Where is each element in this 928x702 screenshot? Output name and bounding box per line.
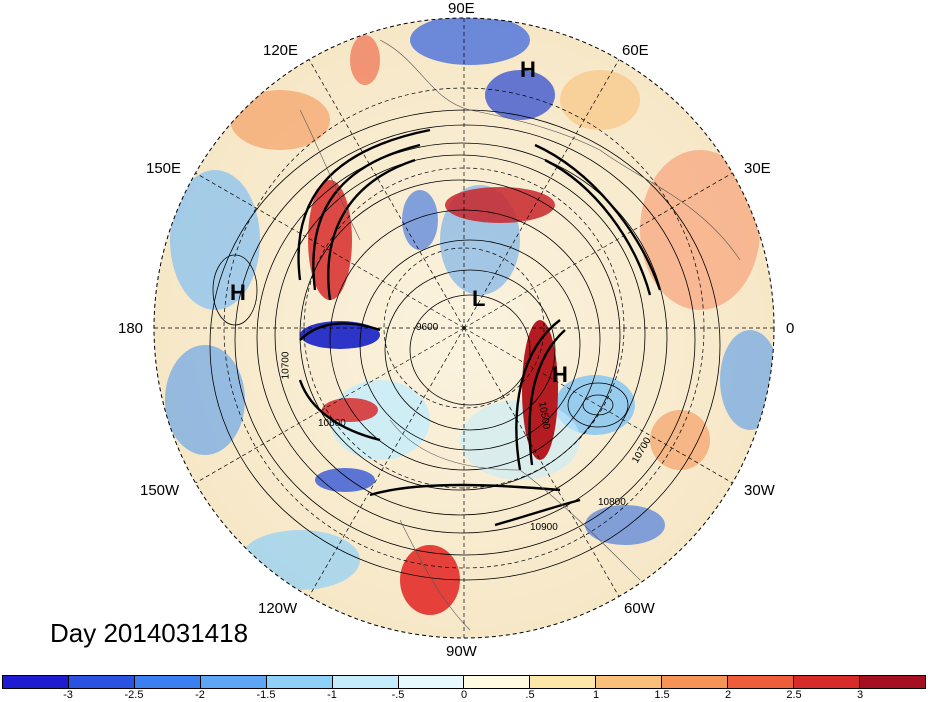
lon-label-60e: 60E — [622, 42, 649, 59]
colorbar-tick-label: 0 — [460, 689, 468, 701]
contour-label: 10900 — [530, 522, 558, 533]
high-pressure-center: H — [520, 57, 536, 82]
lon-label-120e: 120E — [263, 42, 299, 59]
lon-label-90w: 90W — [446, 643, 477, 660]
colorbar-cell — [794, 676, 860, 688]
anomaly-field — [154, 18, 774, 638]
contour-label: 10600 — [318, 418, 346, 429]
lon-label-30e: 30E — [744, 160, 771, 177]
colorbar-tick-label: -2 — [195, 689, 205, 701]
height-contours — [209, 109, 721, 581]
colorbar-cell — [68, 676, 135, 688]
colorbar-cell — [728, 676, 795, 688]
colorbar-tick-label: 1.5 — [654, 689, 670, 701]
colorbar-cell — [398, 676, 465, 688]
colorbar-cell — [200, 676, 267, 688]
colorbar-tick-label: -2.5 — [124, 689, 144, 701]
coastlines — [299, 39, 741, 631]
colorbar-cell — [464, 676, 531, 688]
lon-label-150e: 150E — [146, 160, 182, 177]
high-pressure-center: H — [552, 362, 568, 387]
lon-label-120w: 120W — [258, 600, 298, 617]
colorbar-cell — [134, 676, 201, 688]
lon-label-30w: 30W — [744, 482, 775, 499]
jet-contours — [297, 128, 662, 527]
colorbar-cell — [530, 676, 597, 688]
colorbar-cell — [662, 676, 729, 688]
colorbar-tick-label: 2 — [724, 689, 732, 701]
lon-label-180: 180 — [118, 320, 144, 337]
lon-label-150w: 150W — [140, 482, 180, 499]
high-pressure-center: H — [230, 280, 246, 305]
date-label: Day 2014031418 — [50, 618, 249, 648]
colorbar-tick-label: 1 — [592, 689, 600, 701]
lon-label-90e: 90E — [448, 0, 475, 17]
colorbar-tick-label: -1 — [327, 689, 337, 701]
colorbar-cell — [3, 676, 69, 688]
colorbar — [2, 675, 926, 689]
colorbar-tick-label: -1.5 — [256, 689, 276, 701]
colorbar-cell — [266, 676, 333, 688]
colorbar-tick-label: 2.5 — [786, 689, 802, 701]
contour-label: 10700 — [280, 351, 292, 380]
colorbar-tick-label: -.5 — [391, 689, 405, 701]
low-pressure-center: L — [472, 286, 486, 311]
colorbar-cell — [332, 676, 399, 688]
map-boundary — [153, 17, 775, 639]
lon-label-60w: 60W — [624, 600, 655, 617]
colorbar-tick-label: .5 — [525, 689, 535, 701]
contour-label: 9600 — [416, 322, 439, 333]
colorbar-cell — [859, 676, 925, 688]
graticule — [154, 18, 774, 638]
contour-label: 10800 — [598, 497, 626, 508]
colorbar-cell — [596, 676, 663, 688]
lon-label-0: 0 — [786, 320, 795, 337]
colorbar-tick-label: 3 — [856, 689, 864, 701]
colorbar-tick-label: -3 — [63, 689, 73, 701]
